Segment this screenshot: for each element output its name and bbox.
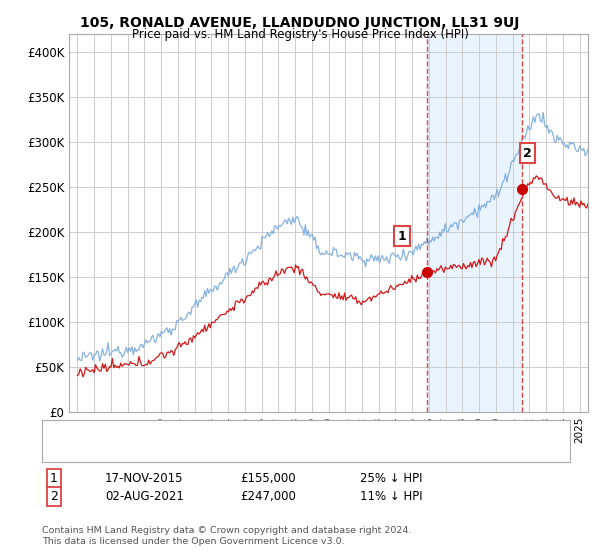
Bar	[427, 34, 523, 412]
Text: 1: 1	[397, 230, 406, 242]
Text: ———: ———	[60, 427, 83, 440]
Text: 2: 2	[523, 147, 532, 160]
Text: 1: 1	[50, 472, 58, 486]
Text: Price paid vs. HM Land Registry's House Price Index (HPI): Price paid vs. HM Land Registry's House …	[131, 28, 469, 41]
Text: 2: 2	[50, 490, 58, 503]
Text: 11% ↓ HPI: 11% ↓ HPI	[360, 490, 422, 503]
Text: £155,000: £155,000	[240, 472, 296, 486]
Text: Contains HM Land Registry data © Crown copyright and database right 2024.: Contains HM Land Registry data © Crown c…	[42, 526, 412, 535]
Text: 105, RONALD AVENUE, LLANDUDNO JUNCTION, LL31 9UJ: 105, RONALD AVENUE, LLANDUDNO JUNCTION, …	[80, 16, 520, 30]
Text: £247,000: £247,000	[240, 490, 296, 503]
Text: 02-AUG-2021: 02-AUG-2021	[105, 490, 184, 503]
Text: ———: ———	[60, 442, 83, 456]
Text: 17-NOV-2015: 17-NOV-2015	[105, 472, 184, 486]
Text: This data is licensed under the Open Government Licence v3.0.: This data is licensed under the Open Gov…	[42, 537, 344, 546]
Text: 105, RONALD AVENUE, LLANDUDNO JUNCTION, LL31 9UJ (detached house): 105, RONALD AVENUE, LLANDUDNO JUNCTION, …	[93, 428, 482, 438]
Text: HPI: Average price, detached house, Conwy: HPI: Average price, detached house, Conw…	[93, 444, 321, 454]
Text: 25% ↓ HPI: 25% ↓ HPI	[360, 472, 422, 486]
